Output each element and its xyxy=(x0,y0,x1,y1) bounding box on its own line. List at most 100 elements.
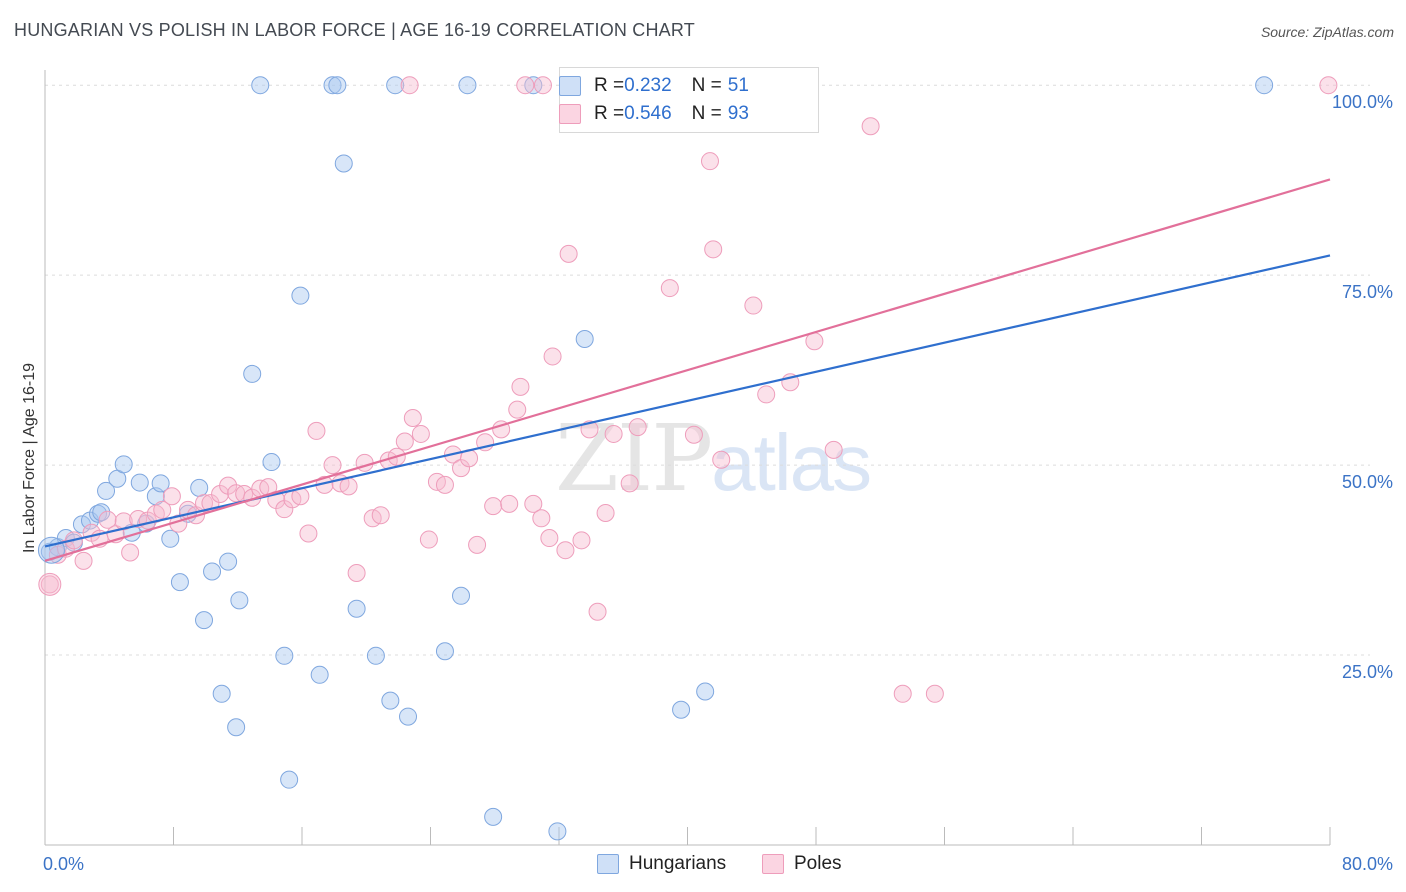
hungarians-point xyxy=(386,76,405,95)
hungarians-point xyxy=(190,478,209,497)
poles-point xyxy=(861,117,880,136)
legend-r-label: R = xyxy=(594,103,625,124)
hungarians-point xyxy=(114,455,133,474)
poles-point xyxy=(307,421,326,440)
hungarians-point xyxy=(203,562,222,581)
hungarians-point xyxy=(251,76,270,95)
poles-point xyxy=(533,76,552,95)
hungarians-point xyxy=(151,474,170,493)
legend-n-value: 93 xyxy=(727,103,749,124)
legend-row-poles: R = 0.546 N = 93 xyxy=(559,101,749,127)
legend-r-value: 0.232 xyxy=(624,75,672,96)
poles-point xyxy=(588,602,607,621)
y-tick-label: 50.0% xyxy=(1342,472,1393,492)
poles-point xyxy=(704,240,723,259)
hungarians-point xyxy=(366,646,385,665)
poles-point xyxy=(468,535,487,554)
poles-point xyxy=(824,440,843,459)
hungarians-point xyxy=(323,76,342,95)
hungarians-point xyxy=(1255,76,1274,95)
poles-point xyxy=(596,503,615,522)
poles-point xyxy=(435,475,454,494)
legend-n-label: N = xyxy=(691,75,722,96)
poles-point xyxy=(484,497,503,516)
bottom-legend-poles: Poles xyxy=(762,852,842,876)
poles-point xyxy=(419,530,438,549)
legend-r-value: 0.546 xyxy=(624,103,672,124)
hungarians-legend-swatch xyxy=(597,854,619,874)
y-tick-label: 75.0% xyxy=(1342,282,1393,302)
source-label: Source: ZipAtlas.com xyxy=(1260,24,1394,40)
poles-point xyxy=(403,408,422,427)
poles-point xyxy=(339,477,358,496)
hungarians-point xyxy=(672,700,691,719)
hungarians-point xyxy=(262,453,281,472)
hungarians-point xyxy=(310,665,329,684)
poles-point xyxy=(893,684,912,703)
hungarians-point xyxy=(212,684,231,703)
legend-r-label: R = xyxy=(594,75,625,96)
hungarians-point xyxy=(381,691,400,710)
poles-point xyxy=(508,400,527,419)
hungarians-point xyxy=(334,154,353,173)
poles-swatch xyxy=(559,104,581,124)
poles-point xyxy=(74,551,93,570)
hungarians-point xyxy=(696,682,715,701)
hungarians-point xyxy=(97,481,116,500)
poles-point xyxy=(532,509,551,528)
bottom-legend-hungarians: Hungarians xyxy=(597,852,726,876)
poles-point xyxy=(195,494,214,513)
hungarians-point xyxy=(227,718,246,737)
poles-point xyxy=(559,244,578,263)
poles-trend-line xyxy=(44,178,1331,562)
poles-point xyxy=(556,541,575,560)
hungarians-point xyxy=(399,707,418,726)
poles-point xyxy=(114,512,133,531)
hungarians-swatch xyxy=(559,76,581,96)
poles-point xyxy=(700,152,719,171)
hungarians-legend-label: Hungarians xyxy=(629,853,727,874)
hungarians-point xyxy=(575,329,594,348)
poles-point xyxy=(395,432,414,451)
hungarians-point xyxy=(230,591,249,610)
hungarians-point xyxy=(243,364,262,383)
watermark: ZIPatlas xyxy=(555,405,872,512)
watermark-zip: ZIP xyxy=(555,405,713,512)
poles-point xyxy=(744,296,763,315)
poles-point xyxy=(299,524,318,543)
poles-point xyxy=(516,76,535,95)
hungarians-point xyxy=(328,76,347,95)
hungarians-point xyxy=(458,76,477,95)
poles-point xyxy=(40,575,59,594)
poles-point xyxy=(620,474,639,493)
hungarians-point xyxy=(484,807,503,826)
hungarians-point xyxy=(291,286,310,305)
poles-point xyxy=(371,506,390,525)
poles-point xyxy=(511,377,530,396)
poles-point xyxy=(400,76,419,95)
hungarians-point xyxy=(275,646,294,665)
poles-point xyxy=(543,347,562,366)
legend-row-hungarians: R = 0.232 N = 51 xyxy=(559,73,749,99)
hungarians-point xyxy=(92,503,111,522)
poles-point xyxy=(411,424,430,443)
legend-n-label: N = xyxy=(691,103,722,124)
poles-point xyxy=(38,572,62,596)
poles-point xyxy=(925,684,944,703)
hungarians-point xyxy=(452,586,471,605)
y-tick-label: 100.0% xyxy=(1332,92,1393,112)
poles-point xyxy=(684,425,703,444)
poles-point xyxy=(323,456,342,475)
hungarians-point xyxy=(130,473,149,492)
watermark-atlas: atlas xyxy=(711,418,872,507)
hungarians-point xyxy=(170,573,189,592)
poles-point xyxy=(98,510,117,529)
poles-legend-label: Poles xyxy=(794,853,842,874)
y-axis-label: In Labor Force | Age 16-19 xyxy=(21,363,38,553)
hungarians-point xyxy=(219,552,238,571)
poles-point xyxy=(712,450,731,469)
hungarians-point xyxy=(548,822,567,841)
poles-point xyxy=(572,531,591,550)
chart-title: HUNGARIAN VS POLISH IN LABOR FORCE | AGE… xyxy=(14,20,695,40)
